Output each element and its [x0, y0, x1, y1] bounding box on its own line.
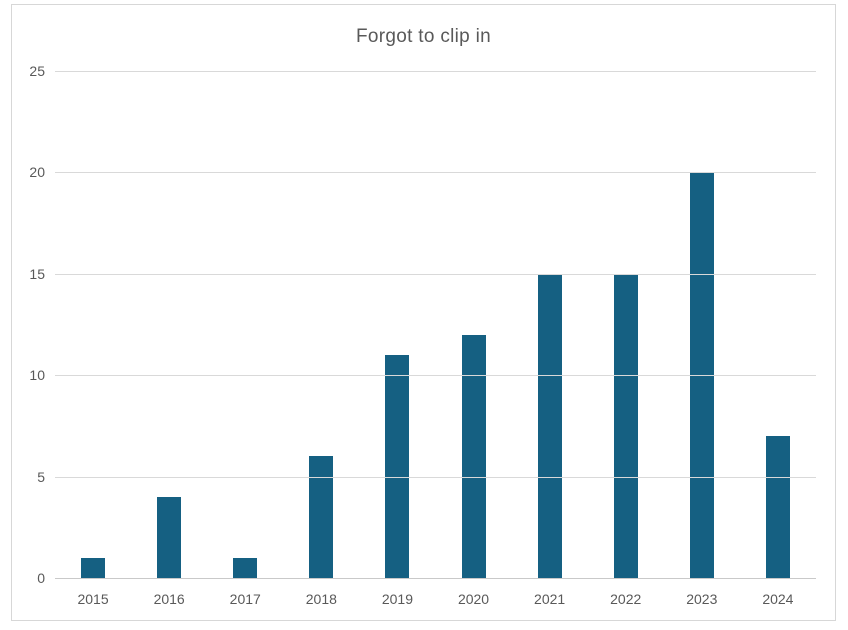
bar-2016: [157, 496, 182, 578]
gridline-20: [55, 172, 816, 174]
bar-slot-2022: [588, 71, 664, 578]
y-tick-label-10: 10: [29, 367, 45, 384]
plot-area: [55, 71, 816, 579]
chart-container: Forgot to clip in 0 5 10 15 20 25 2015 2016 201…: [11, 4, 836, 621]
y-tick-label-5: 5: [37, 468, 45, 485]
chart-title: Forgot to clip in: [356, 26, 491, 47]
x-tick-label-2016: 2016: [153, 591, 185, 607]
bar-2021: [537, 273, 562, 578]
bar-slot-2015: [55, 71, 131, 578]
y-tick-label-25: 25: [29, 63, 45, 79]
gridline-5: [55, 476, 816, 478]
y-axis: 0 5 10 15 20 25: [18, 63, 45, 586]
y-tick-label-15: 15: [29, 265, 45, 282]
bar-slot-2017: [207, 71, 283, 578]
bar-slot-2018: [283, 71, 359, 578]
bar-slot-2024: [740, 71, 816, 578]
bar-slot-2021: [512, 71, 588, 578]
x-tick-label-2017: 2017: [229, 591, 261, 607]
bar-slot-2020: [435, 71, 511, 578]
bar-slot-2019: [359, 71, 435, 578]
bar-2019: [385, 354, 410, 578]
x-tick-label-2021: 2021: [534, 591, 566, 607]
x-tick-label-2022: 2022: [610, 591, 642, 607]
bar-2018: [309, 456, 334, 578]
bar-2024: [765, 436, 790, 578]
gridline-10: [55, 375, 816, 377]
x-axis: 2015 2016 2017 2018 2019 2020 2021 2022 2023 2024: [55, 591, 816, 607]
x-tick-label-2018: 2018: [305, 591, 337, 607]
x-tick-label-2023: 2023: [686, 591, 718, 607]
gridline-25: [55, 71, 816, 72]
x-tick-label-2024: 2024: [762, 591, 794, 607]
bar-2022: [613, 273, 638, 578]
x-tick-label-2020: 2020: [457, 591, 490, 607]
x-tick-label-2015: 2015: [77, 591, 109, 607]
y-tick-label-20: 20: [29, 164, 45, 181]
y-tick-label-0: 0: [37, 570, 45, 586]
gridline-15: [55, 273, 816, 275]
bar-series: [55, 71, 816, 578]
bar-2015: [81, 557, 106, 578]
x-tick-label-2019: 2019: [381, 591, 413, 607]
bar-slot-2016: [131, 71, 207, 578]
bar-2020: [461, 334, 486, 578]
bar-2017: [233, 557, 258, 578]
bar-slot-2023: [664, 71, 740, 578]
